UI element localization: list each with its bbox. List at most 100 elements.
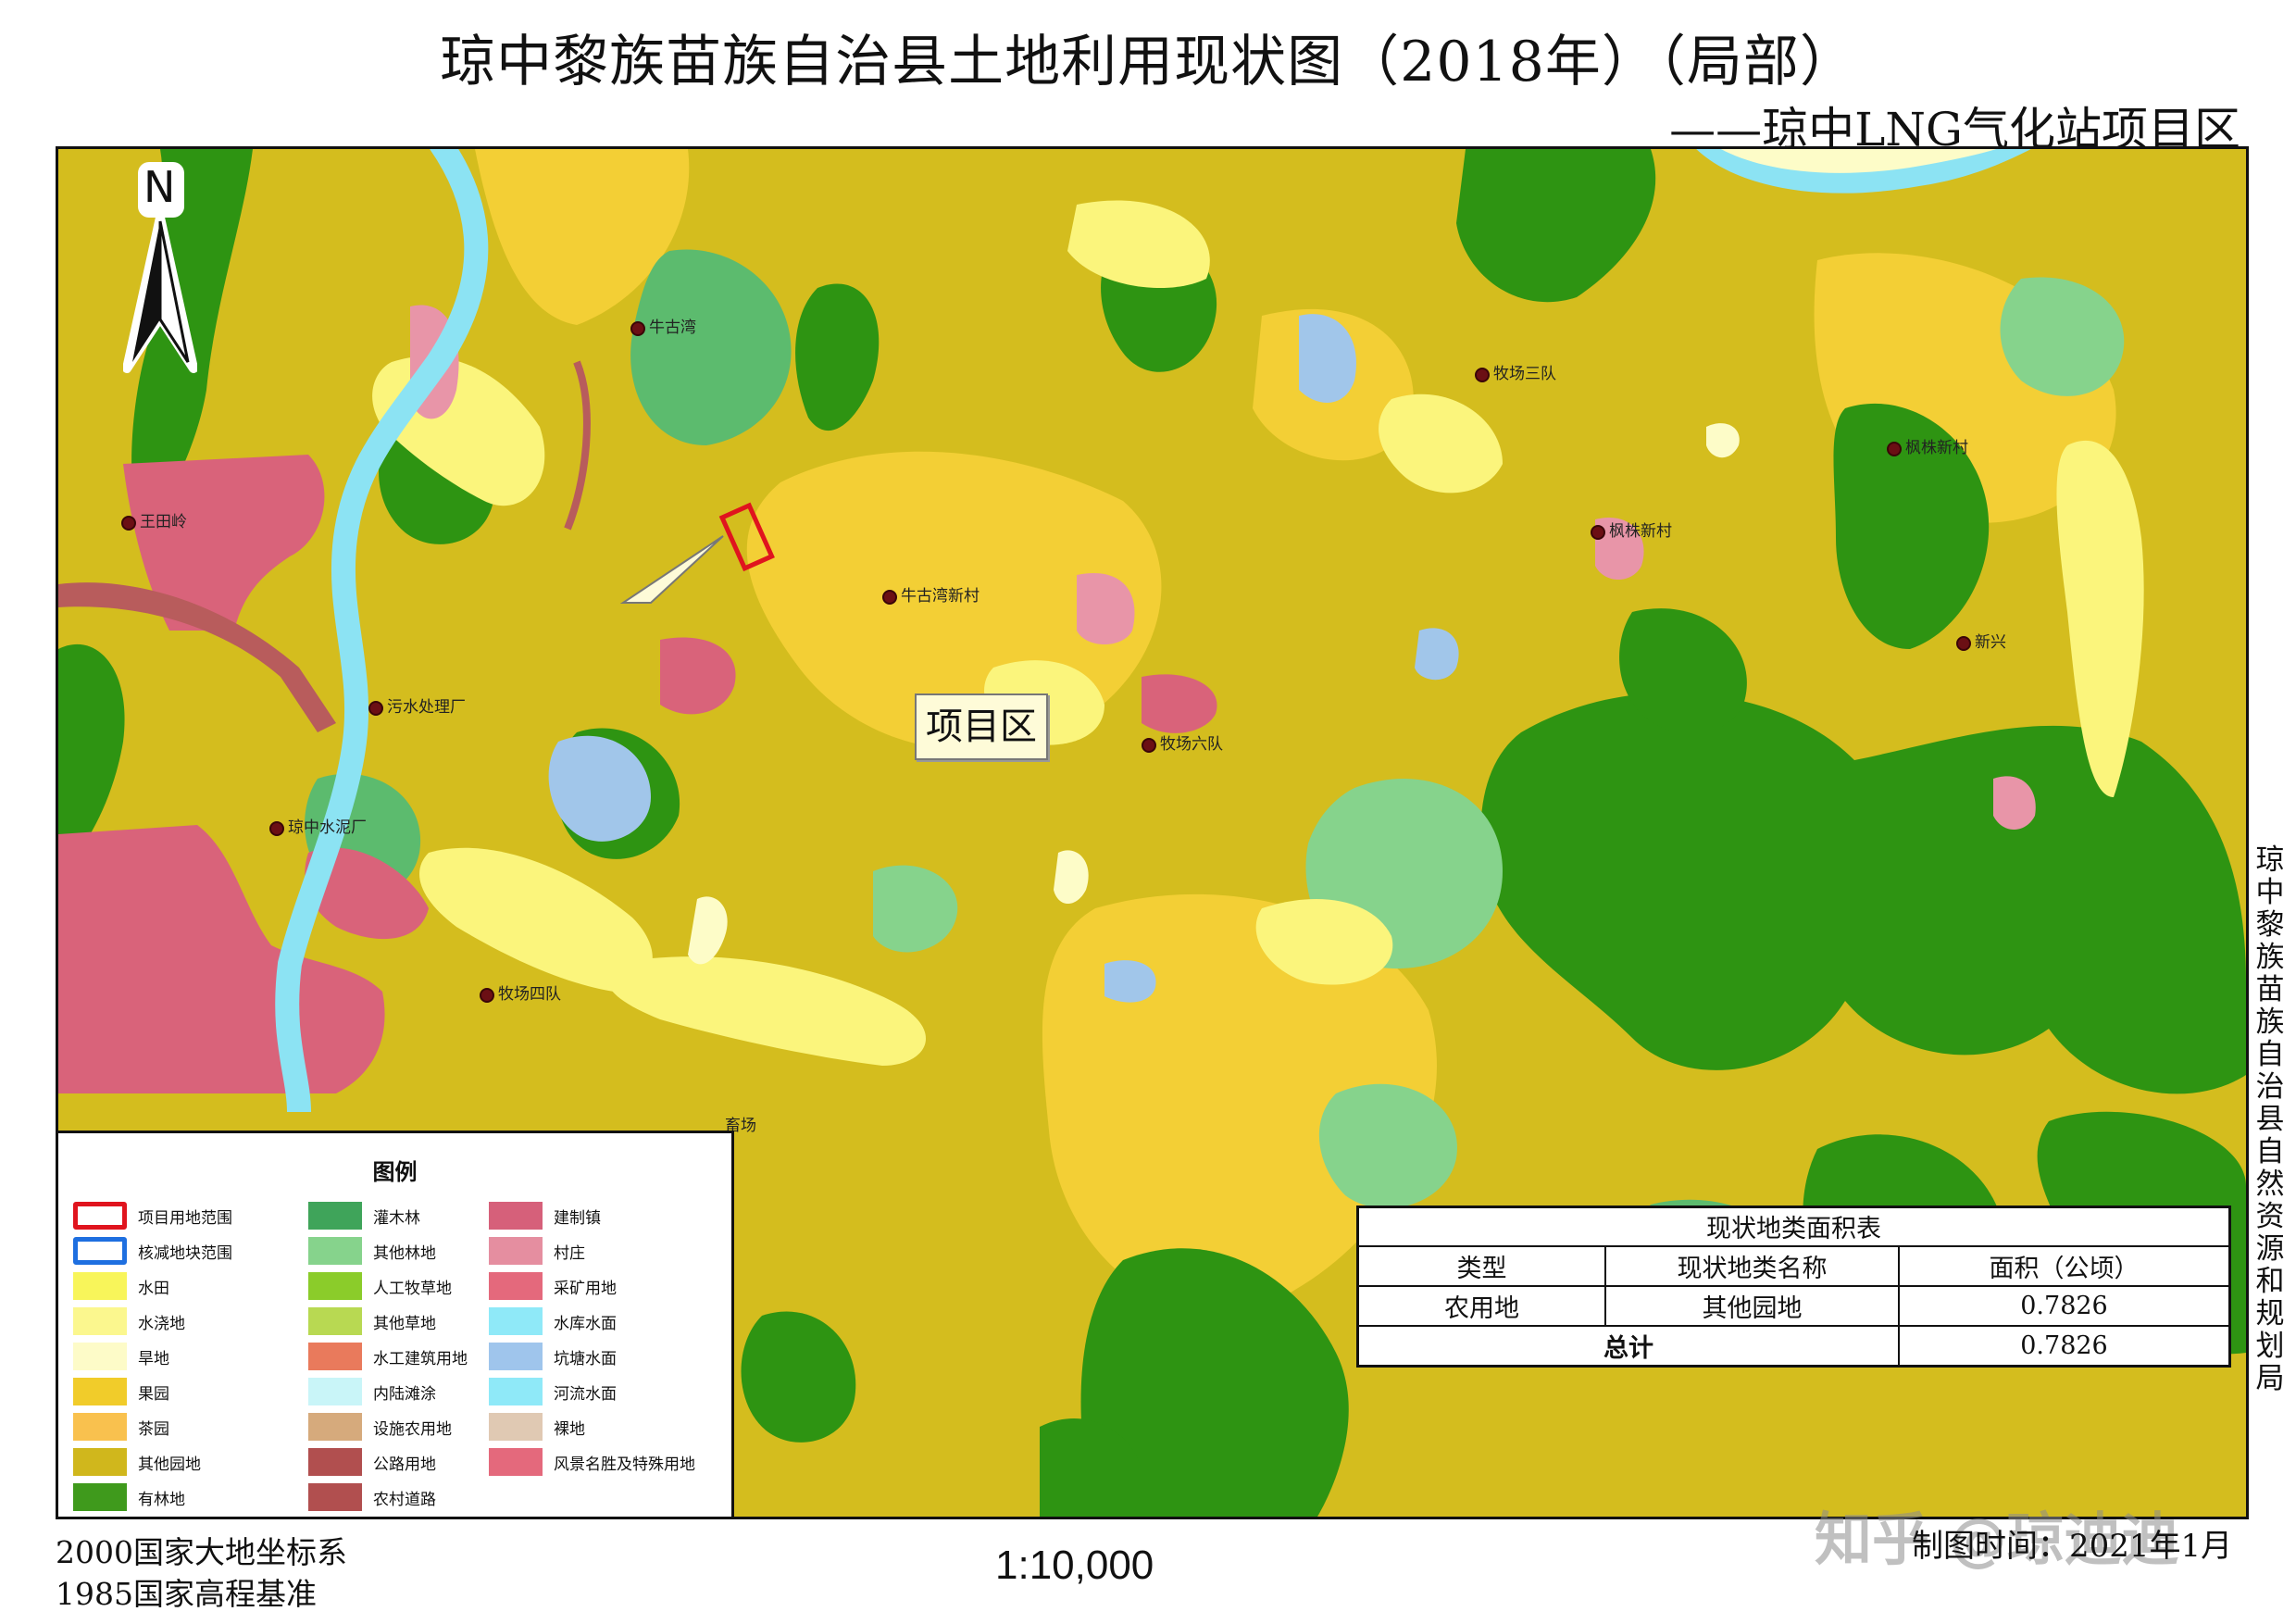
town-swatch-icon <box>489 1202 543 1230</box>
rural-road-swatch-icon <box>308 1483 362 1511</box>
reservoir-swatch-icon <box>489 1307 543 1335</box>
other-forest-swatch-icon <box>308 1237 362 1265</box>
pond-swatch-icon <box>489 1343 543 1370</box>
column-header: 类型 <box>1356 1244 1606 1287</box>
legend-item: 公路用地 <box>308 1444 468 1480</box>
river-swatch-icon <box>489 1378 543 1405</box>
coordinate-system: 2000国家大地坐标系 <box>56 1534 347 1570</box>
settlement-dot-icon <box>1956 635 1971 651</box>
mining-swatch-icon <box>489 1272 543 1300</box>
legend: 图例 项目用地范围 核减地块范围 水田 水浇地 旱地 果园 茶园 其他园地 有林… <box>58 1131 734 1517</box>
hydraulic-building-swatch-icon <box>308 1343 362 1370</box>
legend-item: 裸地 <box>489 1409 695 1444</box>
settlement-dot-icon <box>630 320 645 336</box>
artificial-pasture-swatch-icon <box>308 1272 362 1300</box>
blue-outline-box-icon <box>73 1237 127 1265</box>
legend-item: 茶园 <box>73 1409 232 1444</box>
land-use-map[interactable]: N 牛古湾 牧场三队 枫株新村 枫株新村 王田岭 牛古湾新村 新兴 污水处理厂 … <box>56 146 2249 1519</box>
other-garden-swatch-icon <box>73 1448 127 1476</box>
legend-item: 其他园地 <box>73 1444 232 1480</box>
place-label: 污水处理厂 <box>368 693 466 717</box>
project-area-callout: 项目区 <box>915 693 1048 760</box>
settlement-dot-icon <box>1142 737 1156 753</box>
table-row: 农用地 其他园地 0.7826 <box>1356 1284 2231 1327</box>
orchard-swatch-icon <box>73 1378 127 1405</box>
legend-item: 水浇地 <box>73 1304 232 1339</box>
place-label: 牧场四队 <box>480 981 561 1004</box>
place-label: 牧场三队 <box>1475 360 1556 383</box>
settlement-dot-icon <box>269 820 284 836</box>
legend-column-2: 灌木林 其他林地 人工牧草地 其他草地 水工建筑用地 内陆滩涂 设施农用地 公路… <box>308 1198 468 1515</box>
forest-swatch-icon <box>73 1483 127 1511</box>
shrub-swatch-icon <box>308 1202 362 1230</box>
settlement-dot-icon <box>480 987 494 1003</box>
map-scale: 1:10,000 <box>995 1543 1154 1588</box>
legend-column-1: 项目用地范围 核减地块范围 水田 水浇地 旱地 果园 茶园 其他园地 有林地 <box>73 1198 232 1515</box>
legend-item: 水库水面 <box>489 1304 695 1339</box>
inland-mudflat-swatch-icon <box>308 1378 362 1405</box>
legend-item: 采矿用地 <box>489 1268 695 1304</box>
table-cell: 其他园地 <box>1604 1284 1900 1327</box>
legend-item: 核减地块范围 <box>73 1233 232 1268</box>
legend-item: 其他林地 <box>308 1233 468 1268</box>
area-table: 现状地类面积表 类型 现状地类名称 面积（公顷） 农用地 其他园地 0.7826… <box>1356 1206 2231 1368</box>
facility-agri-swatch-icon <box>308 1413 362 1441</box>
legend-item: 人工牧草地 <box>308 1268 468 1304</box>
paddy-swatch-icon <box>73 1272 127 1300</box>
elevation-datum: 1985国家高程基准 <box>56 1576 317 1612</box>
highway-swatch-icon <box>308 1448 362 1476</box>
settlement-dot-icon <box>882 589 897 605</box>
place-label: 新兴 <box>1956 629 2006 652</box>
table-cell: 农用地 <box>1356 1284 1606 1327</box>
land-use-polygons <box>58 149 2246 1517</box>
map-title: 琼中黎族苗族自治县土地利用现状图（2018年）（局部） <box>440 30 1856 94</box>
legend-item: 水田 <box>73 1268 232 1304</box>
other-grass-swatch-icon <box>308 1307 362 1335</box>
legend-item: 农村道路 <box>308 1480 468 1515</box>
agency-vertical-text: 琼中黎族苗族自治县自然资源和规划局 <box>2255 843 2285 1395</box>
legend-item: 坑塘水面 <box>489 1339 695 1374</box>
north-label: N <box>144 162 176 212</box>
legend-item: 灌木林 <box>308 1198 468 1233</box>
legend-item: 建制镇 <box>489 1198 695 1233</box>
settlement-dot-icon <box>1475 367 1490 382</box>
map-date: 制图时间：2021年1月 <box>1912 1528 2233 1565</box>
place-label: 枫株新村 <box>1887 434 1968 457</box>
bare-land-swatch-icon <box>489 1413 543 1441</box>
legend-item: 其他草地 <box>308 1304 468 1339</box>
legend-item: 果园 <box>73 1374 232 1409</box>
table-cell: 0.7826 <box>1898 1284 2231 1327</box>
tea-garden-swatch-icon <box>73 1413 127 1441</box>
north-arrow-icon <box>123 162 197 373</box>
legend-item: 项目用地范围 <box>73 1198 232 1233</box>
dryland-swatch-icon <box>73 1343 127 1370</box>
settlement-dot-icon <box>121 515 136 531</box>
legend-item: 旱地 <box>73 1339 232 1374</box>
place-label: 王田岭 <box>121 508 187 531</box>
settlement-dot-icon <box>1887 441 1902 456</box>
legend-item: 内陆滩涂 <box>308 1374 468 1409</box>
column-header: 现状地类名称 <box>1604 1244 1900 1287</box>
settlement-dot-icon <box>368 700 383 716</box>
legend-item: 河流水面 <box>489 1374 695 1409</box>
red-outline-box-icon <box>73 1202 127 1230</box>
watermark: 知乎 @琼迪迪 <box>1815 1505 2179 1573</box>
legend-title: 图例 <box>372 1159 418 1185</box>
village-swatch-icon <box>489 1237 543 1265</box>
legend-column-3: 建制镇 村庄 采矿用地 水库水面 坑塘水面 河流水面 裸地 风景名胜及特殊用地 <box>489 1198 695 1480</box>
legend-item: 水工建筑用地 <box>308 1339 468 1374</box>
total-label: 总计 <box>1356 1324 1900 1368</box>
place-label: 琼中水泥厂 <box>269 814 367 837</box>
area-table-caption: 现状地类面积表 <box>1356 1206 2231 1247</box>
legend-item: 设施农用地 <box>308 1409 468 1444</box>
project-boundary <box>718 502 775 572</box>
legend-item: 有林地 <box>73 1480 232 1515</box>
place-label: 枫株新村 <box>1591 518 1672 541</box>
irrigated-swatch-icon <box>73 1307 127 1335</box>
column-header: 面积（公顷） <box>1898 1244 2231 1287</box>
settlement-dot-icon <box>1591 524 1605 540</box>
legend-item: 风景名胜及特殊用地 <box>489 1444 695 1480</box>
north-arrow: N <box>123 160 197 373</box>
place-label: 牛古湾 <box>630 314 696 337</box>
place-label: 牛古湾新村 <box>882 582 980 606</box>
